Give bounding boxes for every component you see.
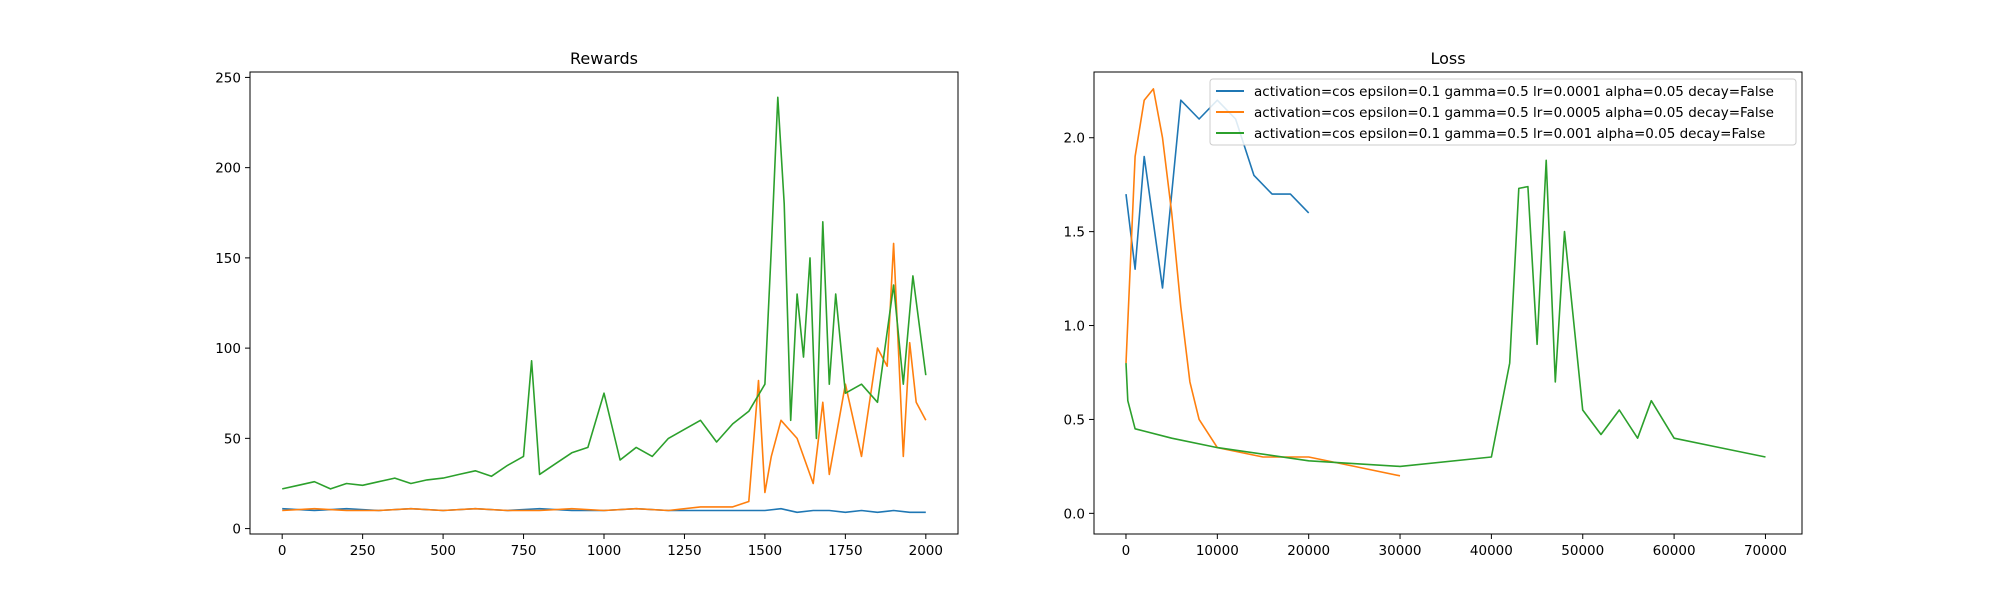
series-line-1-1 xyxy=(1125,88,1401,477)
y-tick-label-0-1: 50 xyxy=(224,431,241,447)
y-tick-label-1-2: 1.0 xyxy=(1064,319,1085,335)
loss-axes: Loss 0 10000 20000 30000 40000 50000 60000 7000… xyxy=(1064,49,1803,559)
loss-frame xyxy=(1093,71,1803,535)
x-tick-label-0-8: 2000 xyxy=(909,543,943,559)
y-tick-label-0-2: 100 xyxy=(215,341,241,357)
x-tick-label-0-4: 1000 xyxy=(587,543,621,559)
x-tick-label-0-1: 250 xyxy=(350,543,376,559)
y-tick-label-0-3: 150 xyxy=(215,251,241,267)
loss-plot-area xyxy=(1125,88,1766,477)
rewards-plot-area xyxy=(282,96,927,514)
y-tick-label-1-0: 0.0 xyxy=(1064,506,1085,522)
x-tick-label-0-3: 750 xyxy=(511,543,537,559)
loss-ticks: 0 10000 20000 30000 40000 50000 60000 70000 0.0 0… xyxy=(1064,131,1787,559)
x-tick-label-1-6: 60000 xyxy=(1653,543,1696,559)
series-line-1-2 xyxy=(1125,159,1766,468)
rewards-axes: Rewards 0 250 500 750 1000 1250 1500 1750 2000 0 5… xyxy=(215,49,959,559)
rewards-frame xyxy=(249,71,959,535)
legend-box xyxy=(1209,78,1797,146)
x-tick-label-1-4: 40000 xyxy=(1470,543,1513,559)
x-tick-label-0-2: 500 xyxy=(430,543,456,559)
rewards-ticks: 0 250 500 750 1000 1250 1500 1750 2000 0 50 100 150 2… xyxy=(215,70,943,559)
x-tick-label-1-5: 50000 xyxy=(1561,543,1604,559)
y-tick-label-1-3: 1.5 xyxy=(1064,225,1085,241)
rewards-title: Rewards xyxy=(570,49,638,68)
loss-title: Loss xyxy=(1430,49,1465,68)
y-tick-label-0-0: 0 xyxy=(232,522,241,538)
series-line-1-0 xyxy=(1125,99,1310,289)
y-tick-label-0-5: 250 xyxy=(215,70,241,86)
x-tick-label-1-1: 10000 xyxy=(1196,543,1239,559)
x-tick-label-0-5: 1250 xyxy=(667,543,701,559)
legend: activation=cos epsilon=0.1 gamma=0.5 lr=… xyxy=(1209,78,1797,146)
legend-entry-1: activation=cos epsilon=0.1 gamma=0.5 lr=… xyxy=(1254,105,1774,121)
x-tick-label-0-0: 0 xyxy=(278,543,287,559)
y-tick-label-1-1: 0.5 xyxy=(1064,412,1085,428)
y-tick-label-0-4: 200 xyxy=(215,161,241,177)
x-tick-label-1-0: 0 xyxy=(1122,543,1131,559)
x-tick-label-0-6: 1500 xyxy=(748,543,782,559)
x-tick-label-1-2: 20000 xyxy=(1287,543,1330,559)
legend-entry-0: activation=cos epsilon=0.1 gamma=0.5 lr=… xyxy=(1254,84,1774,100)
x-tick-label-1-7: 70000 xyxy=(1744,543,1787,559)
series-line-0-2 xyxy=(282,96,927,490)
y-tick-label-1-4: 2.0 xyxy=(1064,131,1085,147)
x-tick-label-0-7: 1750 xyxy=(828,543,862,559)
legend-entry-2: activation=cos epsilon=0.1 gamma=0.5 lr=… xyxy=(1254,126,1765,142)
x-tick-label-1-3: 30000 xyxy=(1379,543,1422,559)
